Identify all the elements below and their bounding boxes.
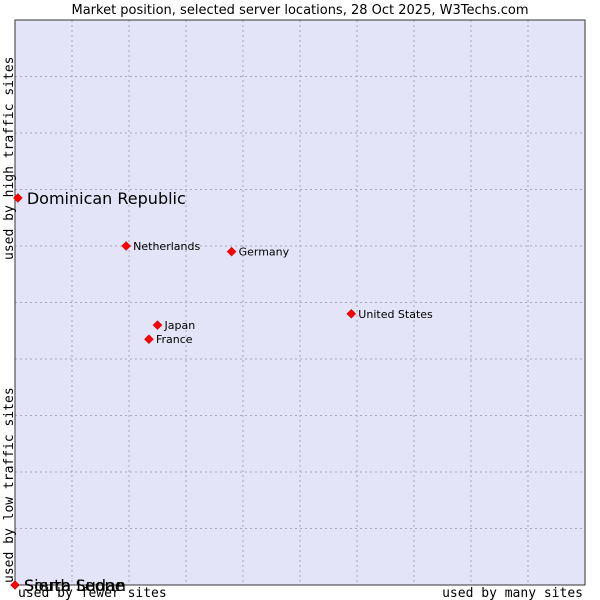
- point-marker-sierra-leone: [10, 580, 20, 590]
- point-marker-netherlands: [121, 241, 132, 251]
- grid-lines: [15, 20, 585, 585]
- chart-title: Market position, selected server locatio…: [71, 3, 528, 18]
- data-points: Dominican Republic Netherlands Germany Unit…: [10, 189, 433, 595]
- point-marker-united-states: [346, 308, 357, 319]
- point-label-germany: Germany: [239, 246, 290, 259]
- point-label-dominican-republic: Dominican Republic: [27, 189, 186, 208]
- point-marker-dominican-republic: [12, 193, 23, 203]
- point-marker-japan: [152, 320, 163, 330]
- point-marker-germany: [226, 246, 237, 257]
- point-label-united-states: United States: [358, 308, 433, 321]
- point-label-japan: Japan: [164, 319, 196, 332]
- x-axis-label-low: used by fewer sites: [18, 586, 167, 600]
- point-label-netherlands: Netherlands: [133, 240, 200, 253]
- point-marker-france: [144, 334, 154, 345]
- point-label-south-sudan: South Sudan: [24, 576, 126, 595]
- y-axis-label-high: used by high traffic sites: [2, 57, 17, 261]
- x-axis-label-high: used by many sites: [442, 586, 583, 600]
- point-label-sierra-leone: Sierra Leone: [24, 576, 124, 595]
- y-axis-label-low: used by low traffic sites: [2, 387, 17, 583]
- point-label-france: France: [156, 333, 193, 346]
- plot-border: [14, 19, 586, 586]
